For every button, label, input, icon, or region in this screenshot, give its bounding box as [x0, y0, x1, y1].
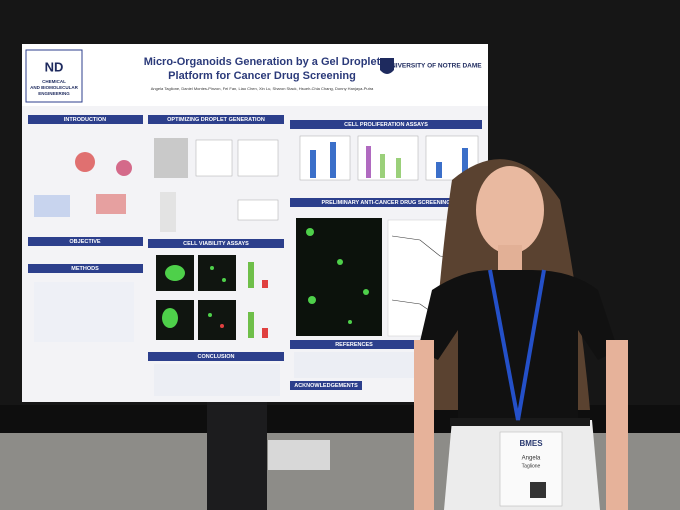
- section-bar: [290, 381, 362, 390]
- section-title: REFERENCES: [335, 342, 373, 348]
- section-bar: [290, 120, 482, 129]
- badge-last-name: Taglione: [522, 463, 541, 469]
- shield: [380, 58, 394, 74]
- section-title: CELL PROLIFERATION ASSAYS: [344, 122, 428, 128]
- department-line: AND BIOMOLECULAR: [30, 85, 78, 90]
- section-title: PRELIMINARY ANTI-CANCER DRUG SCREENING: [321, 200, 450, 206]
- section-title: OBJECTIVE: [69, 239, 101, 245]
- section-bar: [148, 239, 284, 248]
- section-title: CONCLUSION: [198, 354, 235, 360]
- section-title: OPTIMIZING DROPLET GENERATION: [167, 117, 265, 123]
- section-bar: [290, 198, 482, 207]
- presenter: BMES Angela Taglione: [414, 159, 628, 510]
- nd-monogram: ND: [45, 59, 64, 74]
- department-line: ENGINEERING: [38, 91, 70, 96]
- section-bar: [28, 264, 143, 273]
- qr-code: [530, 482, 546, 498]
- poster-title: Platform for Cancer Drug Screening: [168, 70, 356, 82]
- shoes: [268, 440, 330, 470]
- logo-box: [25, 49, 83, 103]
- section-title: CELL VIABILITY ASSAYS: [183, 241, 249, 247]
- section-bar: [290, 340, 418, 349]
- poster-authors: Angela Taglione, Daniel Montes-Pinzon, F…: [151, 86, 374, 91]
- section-bar: [28, 237, 143, 246]
- poster-header: [22, 44, 488, 106]
- department-line: CHEMICAL: [42, 79, 66, 84]
- section-bar: [148, 352, 284, 361]
- poster-title: Micro-Organoids Generation by a Gel Drop…: [144, 56, 381, 68]
- section-bar: [28, 115, 143, 124]
- section-title: INTRODUCTION: [64, 117, 106, 123]
- university: UNIVERSITY OF NOTRE DAME: [386, 63, 482, 70]
- section-bar: [148, 115, 284, 124]
- badge-first-name: Angela: [522, 456, 541, 462]
- section-title: ACKNOWLEDGEMENTS: [294, 383, 358, 389]
- figures: [34, 135, 482, 396]
- badge-org: BMES: [519, 439, 543, 448]
- section-title: METHODS: [71, 266, 99, 272]
- person-legs: [207, 398, 267, 510]
